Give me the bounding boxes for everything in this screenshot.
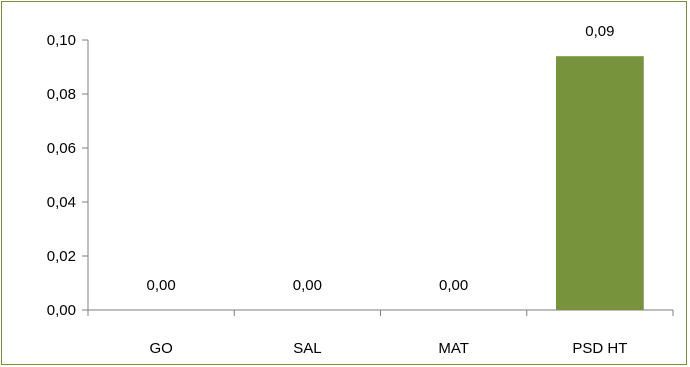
data-label: 0,09 (585, 23, 614, 40)
data-label: 0,00 (147, 277, 176, 294)
y-tick-label: 0,10 (47, 32, 76, 49)
y-tick-label: 0,08 (47, 86, 76, 103)
y-tick-label: 0,00 (47, 302, 76, 319)
data-label: 0,00 (293, 277, 322, 294)
x-tick-label: GO (149, 340, 172, 357)
y-tick-label: 0,06 (47, 140, 76, 157)
bars (556, 56, 644, 311)
x-tick-label: SAL (293, 340, 321, 357)
data-label: 0,00 (439, 277, 468, 294)
bar (556, 56, 644, 311)
x-tick-label: MAT (438, 340, 469, 357)
y-axis-ticks: 0,00 0,02 0,04 0,06 0,08 0,10 (47, 32, 88, 319)
y-tick-label: 0,02 (47, 248, 76, 265)
x-tick-label: PSD HT (572, 340, 627, 357)
y-tick-label: 0,04 (47, 194, 76, 211)
data-labels: 0,00 0,00 0,00 0,09 (147, 23, 615, 294)
x-axis-labels: GO SAL MAT PSD HT (149, 340, 627, 357)
